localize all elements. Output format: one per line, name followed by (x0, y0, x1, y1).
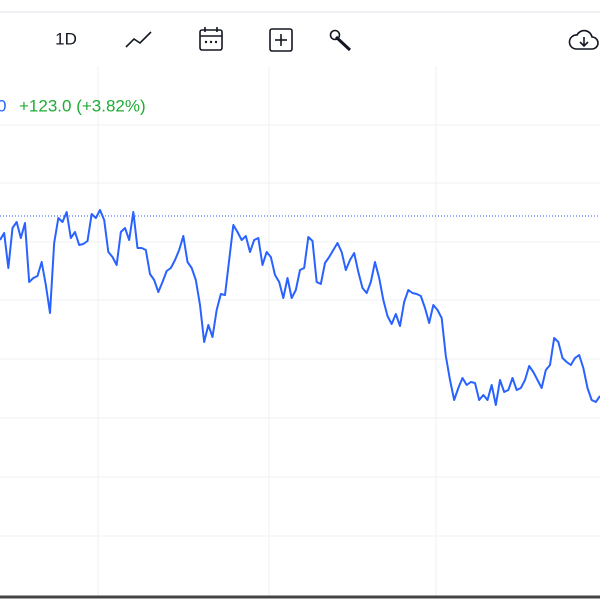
price-line (0, 209, 600, 406)
price-change: +123.0 (+3.82%) (19, 96, 146, 115)
compare-button[interactable] (269, 28, 293, 52)
interval-button[interactable]: 1D (55, 29, 77, 48)
download-button[interactable] (568, 29, 599, 50)
last-price-fragment: 0 (0, 96, 6, 115)
settings-button[interactable] (329, 29, 352, 52)
chart-type-button[interactable] (125, 31, 152, 48)
grid (0, 66, 600, 596)
date-range-button[interactable] (199, 27, 223, 51)
